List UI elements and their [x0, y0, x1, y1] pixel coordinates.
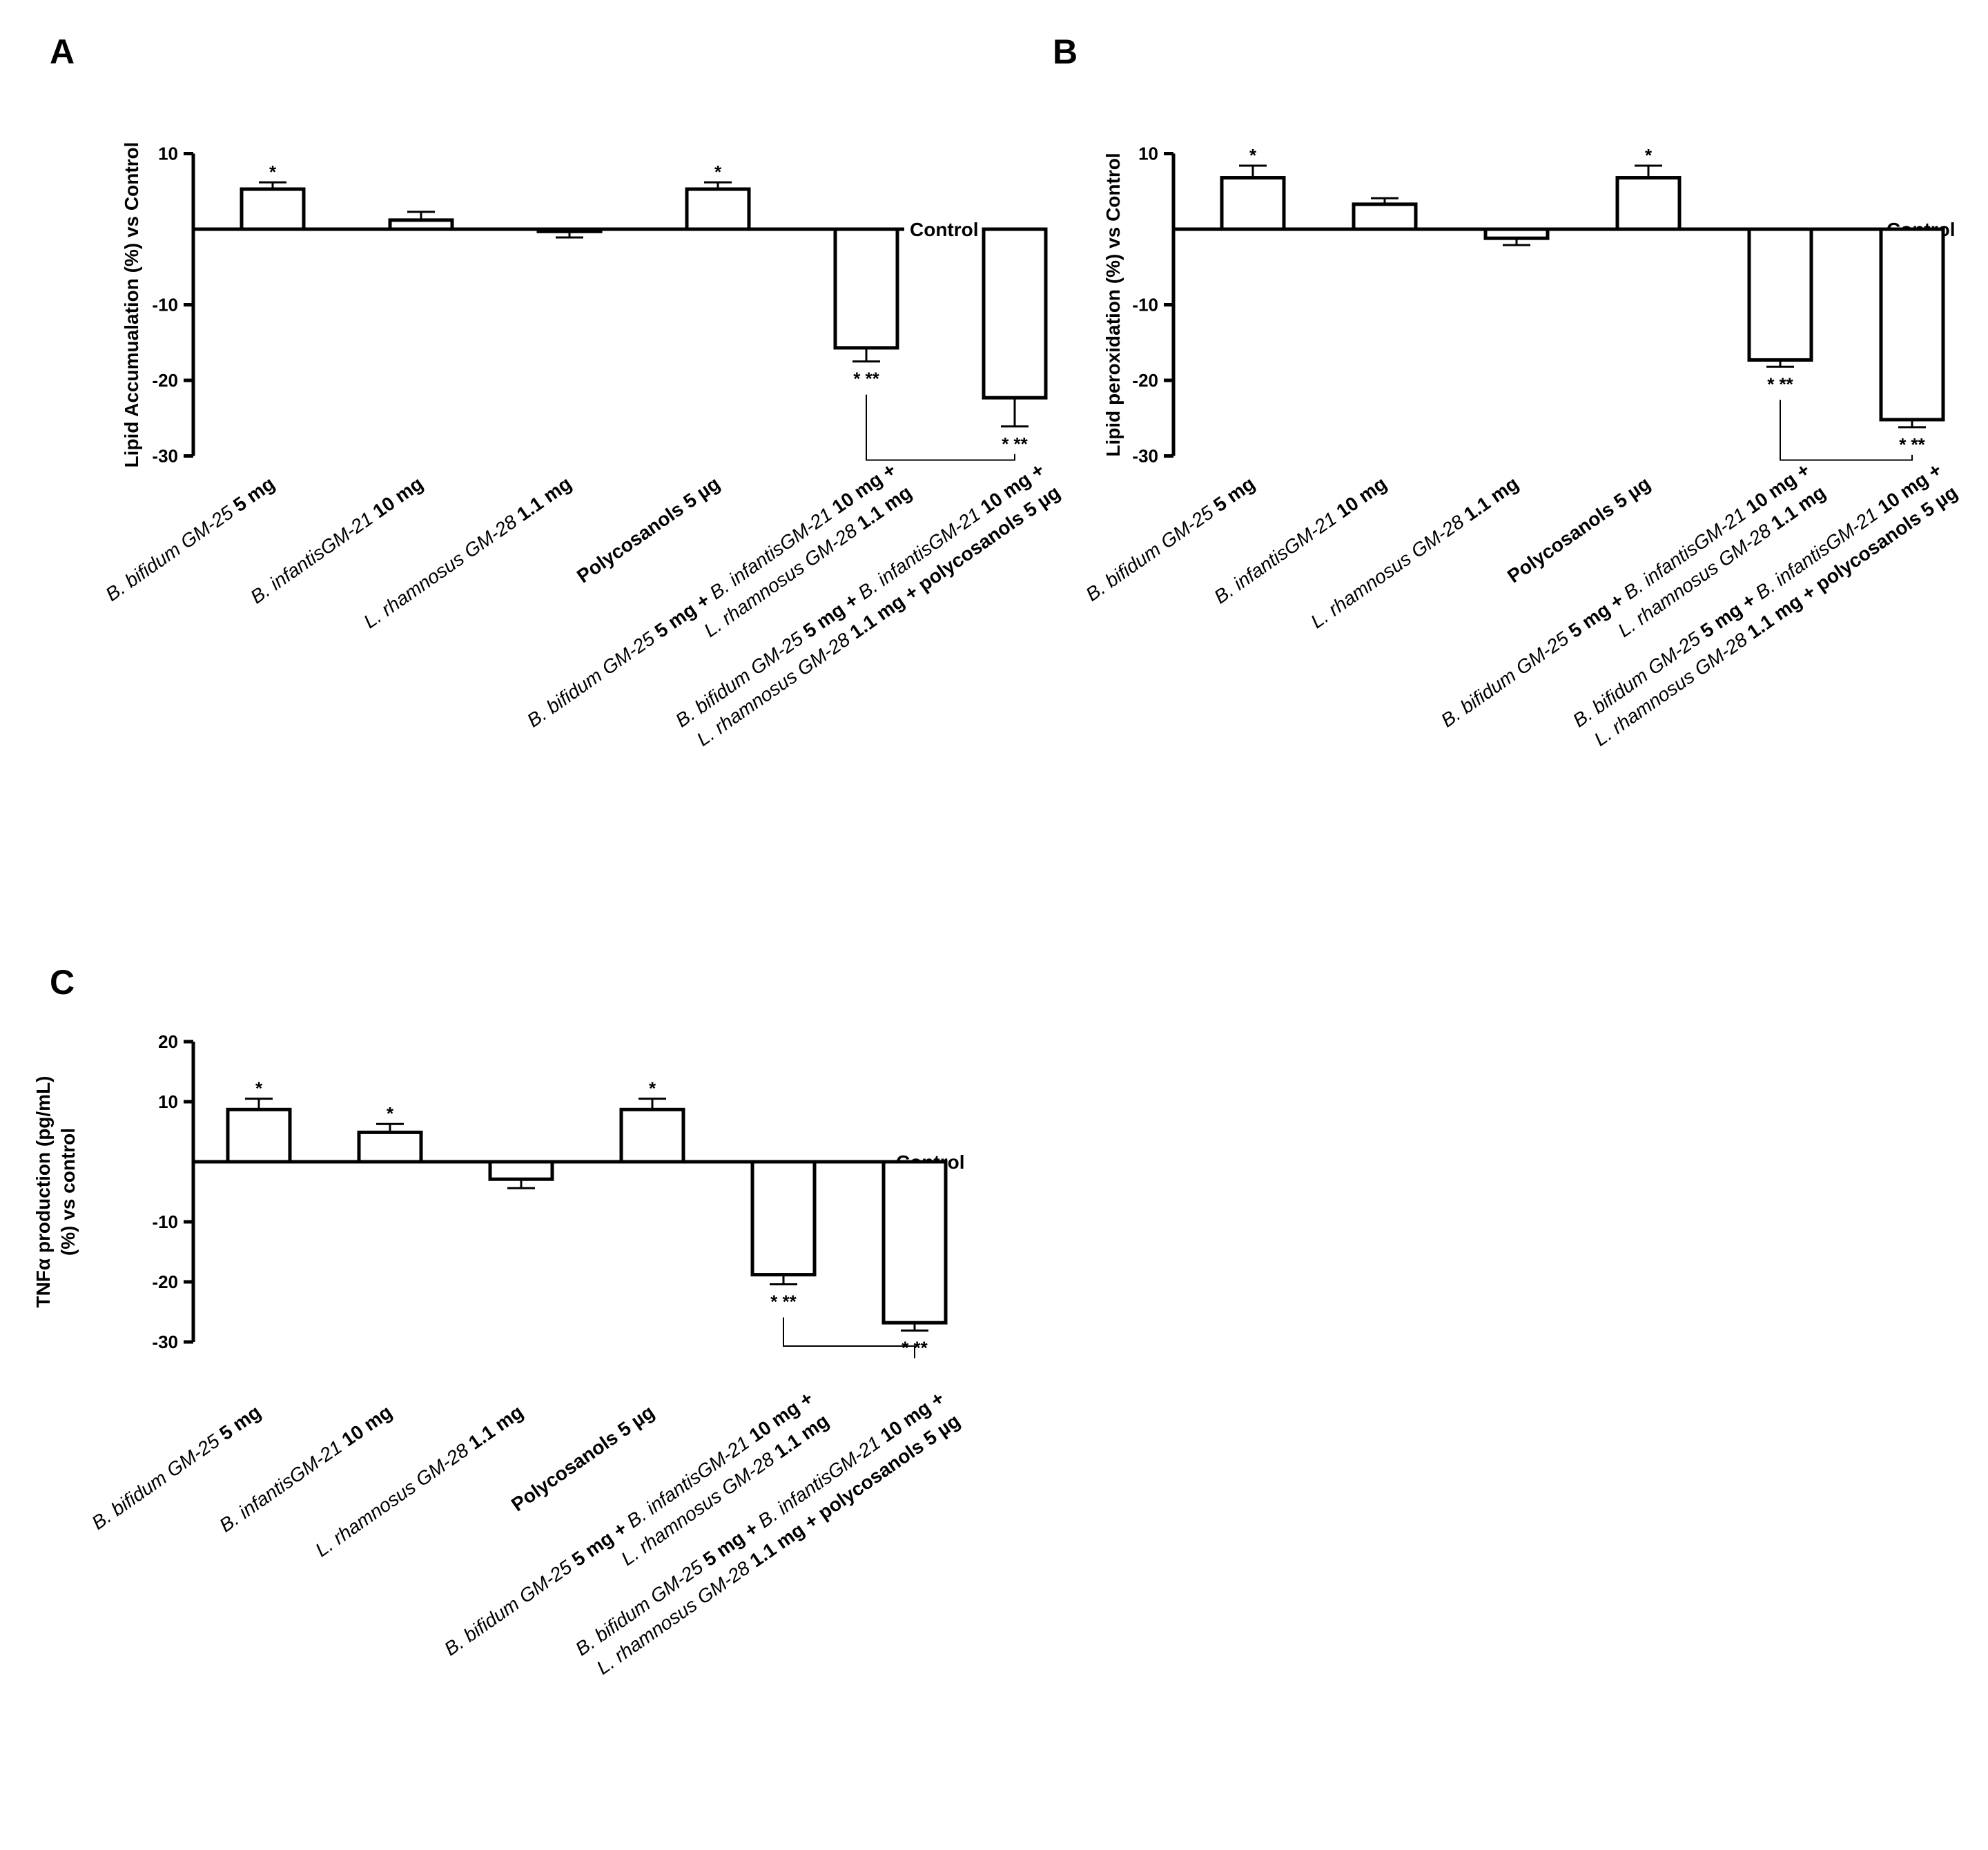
category-label-part: 1.1 mg — [1460, 473, 1522, 525]
chart-panel-a: A Control 10 -10 -20 -30 Lipid Accumualation (… — [50, 32, 1064, 750]
y-tick-label: -10 — [152, 1211, 178, 1232]
bar — [488, 1160, 554, 1181]
category-label-part: 1.1 mg — [465, 1401, 527, 1454]
comparison-bracket — [783, 1317, 915, 1359]
category-label-part: 1.1 mg — [513, 473, 575, 525]
bar — [240, 187, 306, 231]
category-label: Polycosanols 5 µg — [507, 1401, 658, 1516]
comparison-bracket — [866, 394, 1015, 461]
significance-label: * ** — [1899, 434, 1925, 455]
bar — [388, 218, 454, 231]
panel-letter: A — [50, 32, 75, 71]
bar — [1747, 227, 1813, 362]
bar — [982, 227, 1048, 400]
bar — [685, 187, 751, 231]
bar — [1615, 176, 1682, 231]
y-tick-label: 10 — [1138, 144, 1158, 164]
significance-label: * ** — [770, 1291, 797, 1312]
category-label-part: 5 mg — [215, 1401, 264, 1445]
category-label: Polycosanols 5 µg — [573, 473, 723, 587]
y-tick-label: -30 — [152, 446, 178, 467]
bar — [1352, 202, 1418, 231]
category-label-part: 5 mg — [1209, 473, 1258, 516]
category-label-part: B. bifidum GM-25 — [101, 498, 242, 605]
category-label-part: L. rhamnosus GM-28 — [360, 507, 525, 632]
category-label: L. rhamnosus GM-28 1.1 mg — [1307, 473, 1522, 633]
significance-label: * — [255, 1078, 263, 1099]
category-label-part: B. bifidum GM-25 — [440, 1553, 581, 1660]
y-tick-label: 20 — [158, 1031, 178, 1052]
y-tick-label: 10 — [158, 144, 178, 164]
category-label-part: B. bifidum GM-25 — [88, 1427, 228, 1534]
category-label-part: 10 mg — [369, 473, 427, 523]
significance-label: * — [1645, 145, 1653, 166]
y-tick-label: -10 — [1132, 295, 1158, 315]
bar — [1220, 176, 1286, 231]
bar — [881, 1160, 948, 1325]
significance-label: * — [387, 1103, 394, 1124]
category-label-part: Polycosanols 5 µg — [1503, 473, 1654, 587]
significance-label: * — [269, 162, 277, 182]
category-label-part: 5 mg — [229, 473, 278, 516]
panel-letter: C — [50, 963, 75, 1002]
category-label-part: B. infantisGM-21 — [1210, 505, 1345, 607]
category-label-part: B. bifidum GM-25 — [523, 625, 663, 732]
category-label-part: 10 mg — [338, 1401, 396, 1451]
y-tick-label: -10 — [152, 295, 178, 315]
significance-label: * — [714, 162, 722, 182]
significance-label: * ** — [1767, 373, 1793, 394]
control-label: Control — [910, 219, 979, 240]
significance-label: * ** — [1002, 434, 1028, 454]
bar — [619, 1107, 685, 1164]
y-axis-label: TNFα production (pg/mL) — [32, 1075, 54, 1307]
category-label-part: Polycosanols 5 µg — [573, 473, 723, 587]
category-label-part: 1.1 mg + polycosanols 5 µg — [746, 1410, 964, 1571]
comparison-bracket — [1780, 400, 1913, 461]
category-label-part: 1.1 mg + polycosanols 5 µg — [1743, 481, 1961, 643]
y-axis-label: Lipid Accumualation (%) vs Control — [121, 142, 142, 468]
y-axis-label: Lipid peroxidation (%) vs Control — [1102, 153, 1124, 456]
y-tick-label: -20 — [152, 1272, 178, 1292]
category-label-part: Polycosanols 5 µg — [507, 1401, 658, 1516]
y-tick-label: 10 — [158, 1091, 178, 1112]
y-axis-label: (%) vs control — [57, 1128, 79, 1256]
category-label: L. rhamnosus GM-28 1.1 mg — [311, 1401, 527, 1561]
y-tick-label: -30 — [152, 1332, 178, 1352]
y-tick-label: -20 — [152, 370, 178, 391]
bar — [833, 227, 899, 350]
category-label-part: 10 mg — [1332, 473, 1390, 523]
bar — [1483, 227, 1550, 240]
panel-letter: B — [1053, 32, 1078, 71]
significance-label: * ** — [853, 369, 879, 389]
bar — [536, 227, 603, 233]
bar — [1879, 227, 1945, 422]
y-tick-label: -20 — [1132, 370, 1158, 391]
significance-label: * — [1249, 145, 1257, 166]
bar — [357, 1130, 423, 1164]
category-label-part: B. infantisGM-21 — [215, 1433, 350, 1536]
category-label: B. bifidum GM-25 5 mg — [101, 473, 278, 605]
category-label: Polycosanols 5 µg — [1503, 473, 1654, 587]
bar — [750, 1160, 817, 1277]
category-label-part: B. bifidum GM-25 — [1437, 625, 1577, 732]
significance-label: * — [649, 1078, 656, 1099]
y-tick-label: -30 — [1132, 446, 1158, 467]
bar — [226, 1107, 292, 1164]
category-label-part: B. infantisGM-21 — [246, 505, 381, 607]
category-label-part: B. bifidum GM-25 — [1082, 498, 1222, 605]
